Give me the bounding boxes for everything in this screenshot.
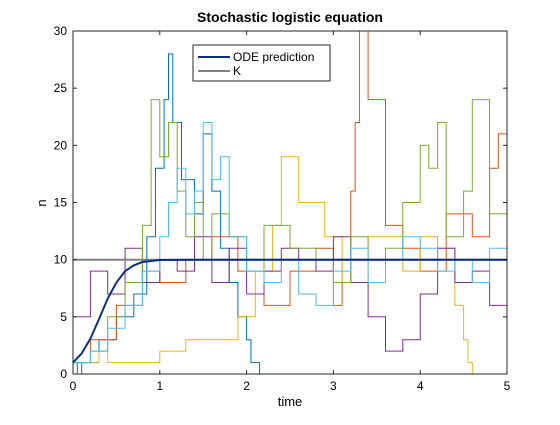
axis-ticks: 0 1 2 3 4 5 0 5 10 15 20 25 30 xyxy=(54,24,511,393)
x-tick-label-0: 0 xyxy=(70,379,77,393)
x-tick-label-5: 5 xyxy=(504,379,511,393)
stochastic-trajectory-6 xyxy=(73,122,508,364)
y-tick-label-10: 10 xyxy=(54,253,68,267)
y-tick-label-30: 30 xyxy=(54,24,68,38)
y-tick-label-0: 0 xyxy=(60,367,67,381)
chart-title: Stochastic logistic equation xyxy=(197,9,383,25)
x-tick-label-2: 2 xyxy=(243,379,250,393)
legend: ODE prediction K xyxy=(192,44,331,82)
series-ode-prediction-line xyxy=(72,258,507,364)
x-tick-label-4: 4 xyxy=(417,379,424,393)
stochastic-trajectory-5 xyxy=(73,99,508,364)
x-axis-label: time xyxy=(278,394,303,409)
stochastic-trajectory-3 xyxy=(73,156,507,375)
y-tick-label-25: 25 xyxy=(54,81,68,95)
x-tick-label-3: 3 xyxy=(330,379,337,393)
plot-lines xyxy=(72,30,508,375)
legend-label-ode: ODE prediction xyxy=(233,50,314,64)
plot-area xyxy=(73,31,507,374)
y-tick-label-15: 15 xyxy=(54,196,68,210)
y-tick-label-5: 5 xyxy=(60,310,67,324)
y-axis-label: n xyxy=(34,199,49,206)
legend-label-k: K xyxy=(233,64,241,78)
y-tick-label-20: 20 xyxy=(54,138,68,152)
x-tick-label-1: 1 xyxy=(156,379,163,393)
legend-box xyxy=(192,44,331,82)
